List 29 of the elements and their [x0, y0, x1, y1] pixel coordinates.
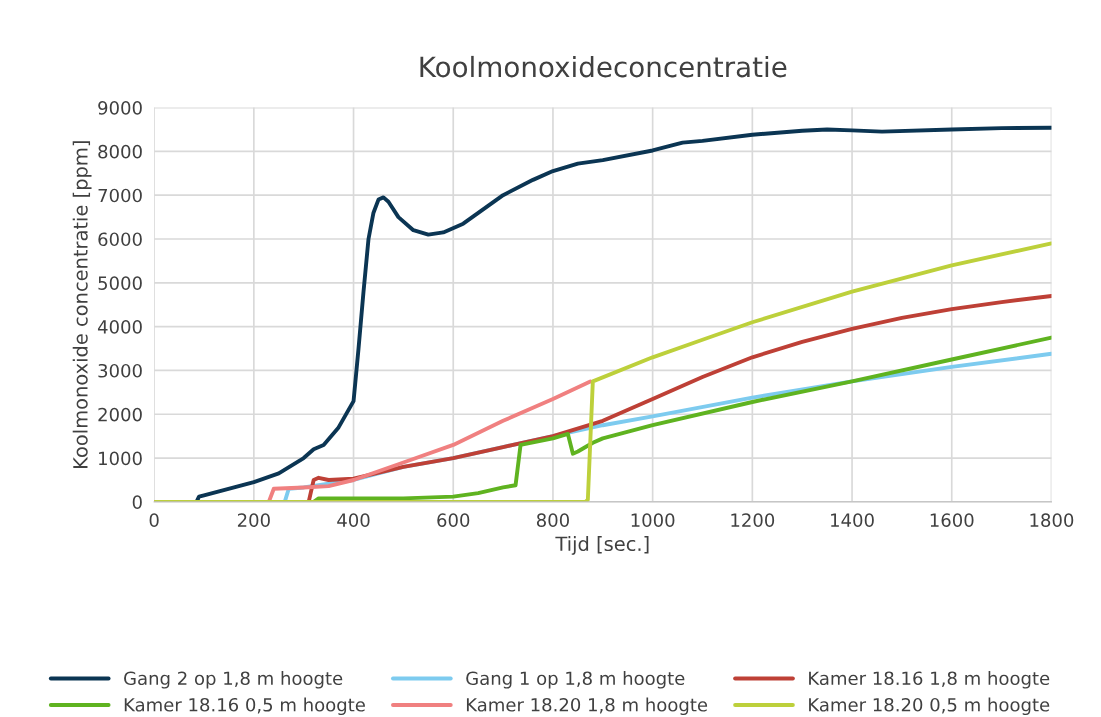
y-tick-label: 0 — [132, 495, 142, 510]
chart-title: Koolmonoxideconcentratie — [420, 55, 787, 78]
x-tick-label: 1000 — [631, 513, 675, 527]
x-tick-label: 400 — [337, 513, 370, 527]
y-tick-label: 5000 — [98, 276, 142, 290]
y-axis-title: Koolmonoxide concentratie [ppm] — [72, 141, 92, 468]
x-tick-label: 1400 — [831, 513, 874, 527]
legend-label: Kamer 18.20 0,5 m hoogte — [809, 697, 1050, 716]
legend-label: Gang 1 op 1,8 m hoogte — [466, 671, 685, 689]
legend-label: Gang 2 op 1,8 m hoogte — [124, 671, 343, 689]
legend-label: Kamer 18.16 0,5 m hoogte — [124, 697, 365, 716]
legend-label: Kamer 18.20 1,8 m hoogte — [466, 697, 708, 716]
y-tick-label: 2000 — [98, 407, 142, 422]
legend-label: Kamer 18.16 1,8 m hoogte — [809, 671, 1050, 689]
x-axis-title: Tijd [sec.] — [555, 536, 649, 555]
y-tick-label: 1000 — [99, 451, 142, 466]
x-tick-label: 800 — [536, 513, 569, 527]
y-tick-label: 6000 — [98, 232, 142, 247]
x-tick-label: 600 — [437, 513, 470, 527]
x-tick-label: 1800 — [1030, 513, 1074, 527]
y-tick-label: 4000 — [97, 320, 142, 334]
y-tick-label: 7000 — [98, 188, 142, 203]
x-tick-label: 1200 — [731, 513, 775, 527]
x-tick-label: 0 — [149, 513, 159, 527]
x-tick-label: 1600 — [930, 513, 974, 527]
x-tick-label: 200 — [237, 513, 270, 527]
y-tick-label: 8000 — [98, 144, 142, 159]
y-tick-label: 3000 — [98, 363, 142, 378]
y-tick-label: 9000 — [98, 101, 142, 115]
